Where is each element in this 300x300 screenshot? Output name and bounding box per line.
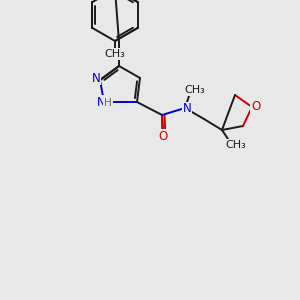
Text: CH₃: CH₃ xyxy=(184,85,206,95)
Text: N: N xyxy=(92,71,100,85)
Text: CH₃: CH₃ xyxy=(226,140,246,150)
Text: N: N xyxy=(183,103,191,116)
Text: O: O xyxy=(251,100,261,113)
Text: N: N xyxy=(97,95,105,109)
Text: H: H xyxy=(104,98,112,108)
Text: O: O xyxy=(158,130,168,142)
Text: CH₃: CH₃ xyxy=(105,49,125,59)
